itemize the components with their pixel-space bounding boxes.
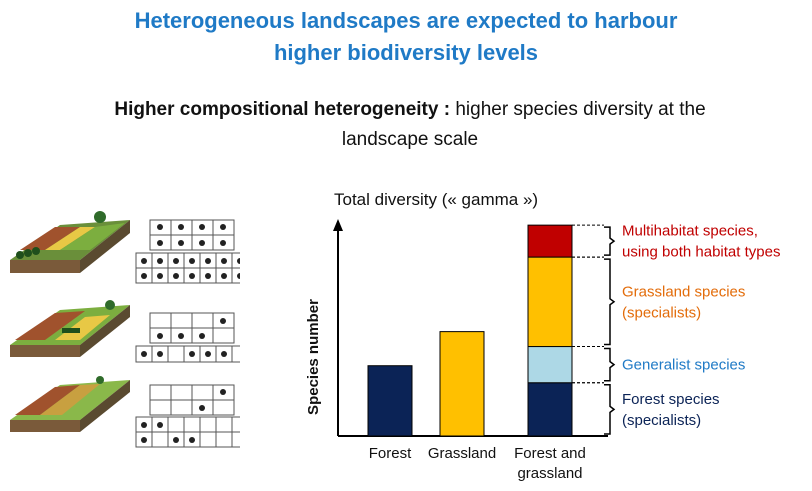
landscape-illustrations — [10, 211, 240, 448]
bar-segment — [527, 346, 573, 384]
species-grid-2 — [135, 312, 240, 363]
bar-segment — [527, 224, 573, 258]
segment-annotation: Generalist species — [622, 357, 745, 374]
x-tick-label: Grassland — [428, 445, 496, 462]
page-title: Heterogeneous landscapes are expected to… — [0, 5, 812, 69]
bars — [367, 224, 573, 437]
segment-brace — [604, 347, 616, 382]
chart-title: Total diversity (« gamma ») — [334, 190, 538, 209]
x-tick-label: Forest and grassland — [514, 445, 586, 482]
title-line-2: higher biodiversity levels — [273, 40, 539, 65]
landscape-block-1 — [10, 211, 240, 284]
gamma-diversity-chart: Total diversity (« gamma ») Species numb… — [305, 190, 780, 482]
forest-field-mosaic-landscape-icon — [10, 211, 130, 273]
subtitle-line-2: landscape scale — [341, 129, 479, 150]
bar-segment — [439, 331, 485, 437]
bar-segment — [367, 365, 413, 437]
segment-brace — [604, 226, 616, 256]
landscape-block-3 — [10, 376, 240, 448]
x-tick-labels: Forest Grassland Forest and grassland — [369, 445, 586, 482]
species-grid-3 — [135, 384, 240, 448]
mixed-landscape-icon — [10, 300, 130, 357]
y-axis-arrow — [333, 219, 343, 231]
segment-annotation: Forest species (specialists) — [622, 391, 720, 429]
subtitle-line-1: Higher compositional heterogeneity : hig… — [40, 95, 780, 125]
segment-annotation: Grassland species (specialists) — [622, 283, 745, 321]
species-grid-1 — [135, 219, 240, 284]
x-tick-label: Forest — [369, 445, 412, 462]
insect-icons-1 — [141, 224, 240, 279]
subtitle: Higher compositional heterogeneity : hig… — [40, 95, 780, 155]
segment-annotation: Multihabitat species, using both habitat … — [622, 223, 780, 261]
bar-segment — [527, 256, 573, 348]
title-line-1: Heterogeneous landscapes are expected to… — [134, 8, 678, 33]
bar-segment — [527, 382, 573, 437]
y-axis-label: Species number — [305, 299, 322, 415]
bar-annotations: Multihabitat species, using both habitat … — [572, 223, 780, 437]
insect-icons-3 — [141, 389, 226, 443]
segment-brace — [604, 384, 616, 435]
landscape-block-2 — [10, 300, 240, 363]
segment-brace — [604, 258, 616, 346]
subtitle-bold: Higher compositional heterogeneity : — [114, 99, 451, 120]
subtitle-rest: higher species diversity at the — [450, 99, 706, 120]
farmland-landscape-icon — [10, 376, 130, 432]
insect-icons-2 — [141, 318, 227, 357]
